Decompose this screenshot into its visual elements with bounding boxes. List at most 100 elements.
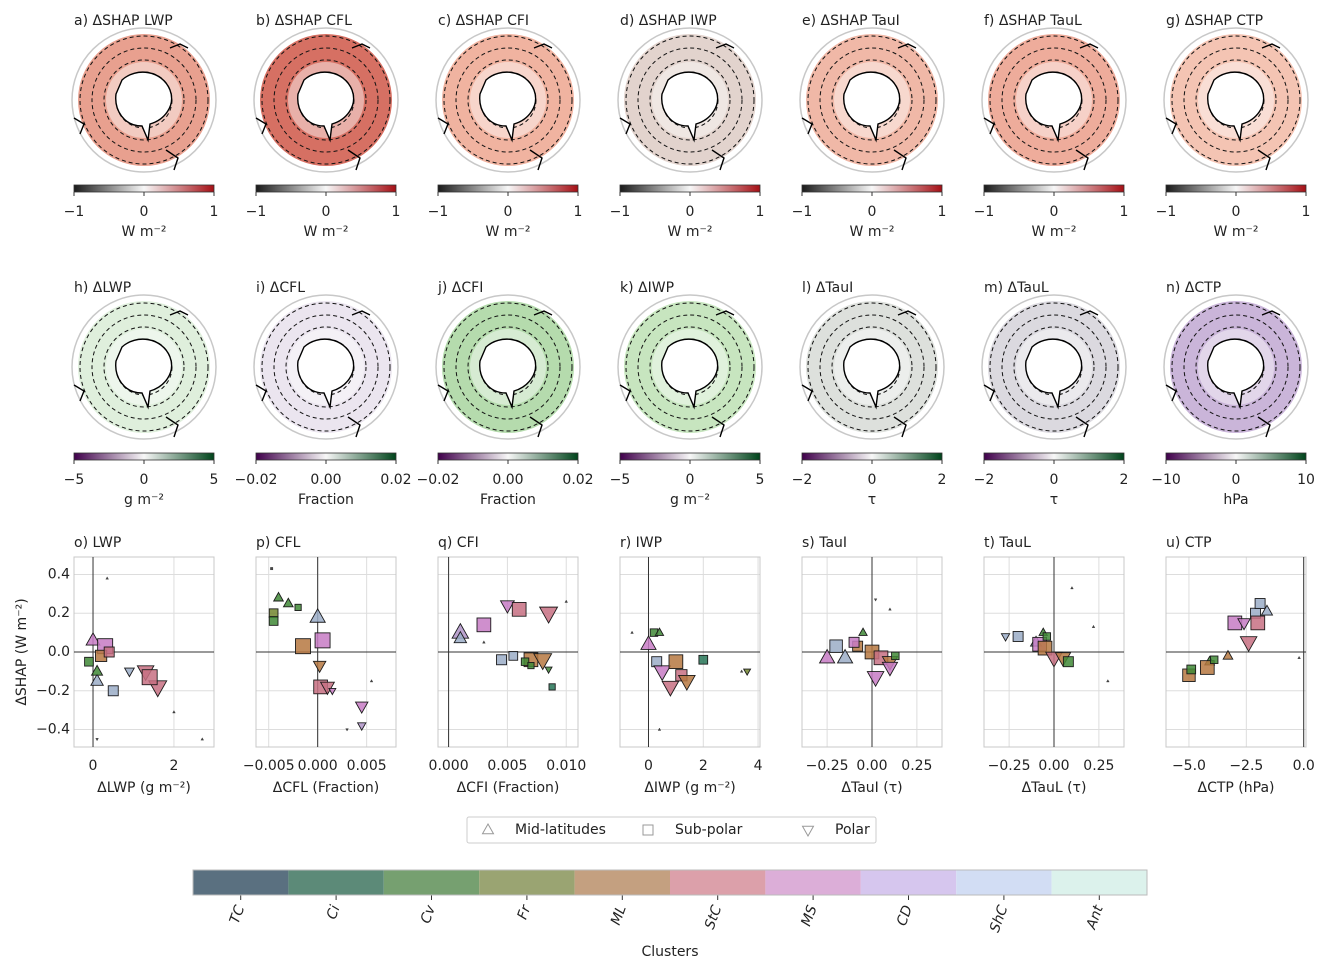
colorbar-tick-label: −1 [792,204,813,220]
polar-map [254,28,398,172]
colorbar-tick-label: 0 [140,204,149,220]
x-tick-label: 0.005 [487,758,527,774]
map-title: e) ΔSHAP TauI [802,13,900,29]
cluster-swatch [1052,870,1147,895]
colorbar-tick-label: 1 [938,204,947,220]
colorbar [802,185,942,192]
cluster-swatch [479,870,574,895]
triangle-up-marker [274,592,284,601]
square-marker [270,567,273,570]
triangle-down-marker [1001,634,1009,641]
map-title: j) ΔCFI [437,280,483,296]
cluster-label: Fr [515,902,535,922]
triangle-down-marker [1240,637,1257,652]
legend-label: Polar [835,822,870,838]
x-tick-label: 0.25 [1083,758,1114,774]
x-tick-label: −0.005 [243,758,295,774]
polar-map [436,28,580,172]
colorbar-tick-label: 0 [686,472,695,488]
square-marker [652,657,662,667]
triangle-up-marker [740,670,743,672]
colorbar-tick-label: 5 [210,472,219,488]
panel-title: p) CFL [256,535,301,551]
x-tick-label: 2 [169,758,178,774]
triangle-up-marker [1106,680,1109,682]
colorbar-tick-label: 1 [392,204,401,220]
colorbar-tick-label: 0.02 [562,472,593,488]
square-marker [1043,633,1051,641]
panel-title: o) LWP [74,535,121,551]
triangle-down-marker [654,666,671,681]
cluster-label: Ci [324,903,344,921]
x-axis-label: ΔIWP (g m⁻²) [644,780,735,796]
square-marker [85,657,94,666]
polar-map [1164,295,1308,439]
legend-label: Sub-polar [675,822,743,838]
panel-title: q) CFI [438,535,479,551]
colorbar-tick-label: 0 [1232,204,1241,220]
x-tick-label: 2 [699,758,708,774]
cluster-swatch [956,870,1051,895]
x-tick-label: −0.25 [988,758,1031,774]
square-marker [549,684,555,690]
colorbar [984,453,1124,460]
square-marker [669,655,683,669]
x-axis-label: ΔTauL (τ) [1022,780,1087,796]
triangle-up-marker [565,600,568,602]
triangle-down-marker [545,667,552,673]
square-marker [1187,665,1196,674]
square-marker [512,602,526,616]
x-axis-label: ΔCTP (hPa) [1198,780,1275,796]
colorbar-tick-label: −0.02 [417,472,460,488]
map-title: a) ΔSHAP LWP [74,13,173,29]
colorbar-label: W m⁻² [850,224,895,240]
polar-map [254,295,398,439]
colorbar [438,453,578,460]
triangle-up-marker [483,641,486,643]
triangle-up-marker [106,577,109,579]
square-marker [1228,616,1242,630]
cluster-swatch [384,870,479,895]
square-marker [830,640,843,653]
x-tick-label: 4 [754,758,763,774]
map-title: c) ΔSHAP CFI [438,13,529,29]
square-marker [295,639,310,654]
x-tick-label: 0.005 [347,758,387,774]
colorbar [620,453,760,460]
square-marker [269,617,278,626]
triangle-up-marker [631,631,634,633]
triangle-down-marker [356,702,368,713]
colorbar-tick-label: 1 [1120,204,1129,220]
cluster-label: TC [227,903,248,926]
colorbar-tick-label: 0 [140,472,149,488]
colorbar-tick-label: −1 [610,204,631,220]
colorbar [620,185,760,192]
colorbar-tick-label: 1 [574,204,583,220]
triangle-down-marker [96,738,99,740]
colorbar-label: W m⁻² [486,224,531,240]
triangle-down-marker [662,681,679,696]
triangle-up-marker [173,711,176,713]
colorbar [74,453,214,460]
square-marker [477,618,491,632]
y-tick-label: 0.0 [48,644,70,660]
triangle-up-marker [1092,625,1095,627]
colorbar-tick-label: −1 [1156,204,1177,220]
colorbar-tick-label: −1 [246,204,267,220]
x-axis-label: ΔTauI (τ) [841,780,902,796]
polar-map [982,28,1126,172]
x-axis-label: ΔLWP (g m⁻²) [97,780,191,796]
triangle-down-marker [125,668,135,677]
panel-title: r) IWP [620,535,662,551]
triangle-down-marker [882,662,897,675]
colorbar [984,185,1124,192]
cluster-label: StC [702,903,725,931]
square-marker [528,662,534,668]
triangle-up-marker [1071,587,1074,589]
map-title: k) ΔIWP [620,280,674,296]
cluster-label: Cv [418,903,439,926]
colorbar-tick-label: −2 [792,472,813,488]
y-tick-label: 0.2 [48,605,70,621]
colorbar [1166,185,1306,192]
square-marker [1251,616,1265,630]
